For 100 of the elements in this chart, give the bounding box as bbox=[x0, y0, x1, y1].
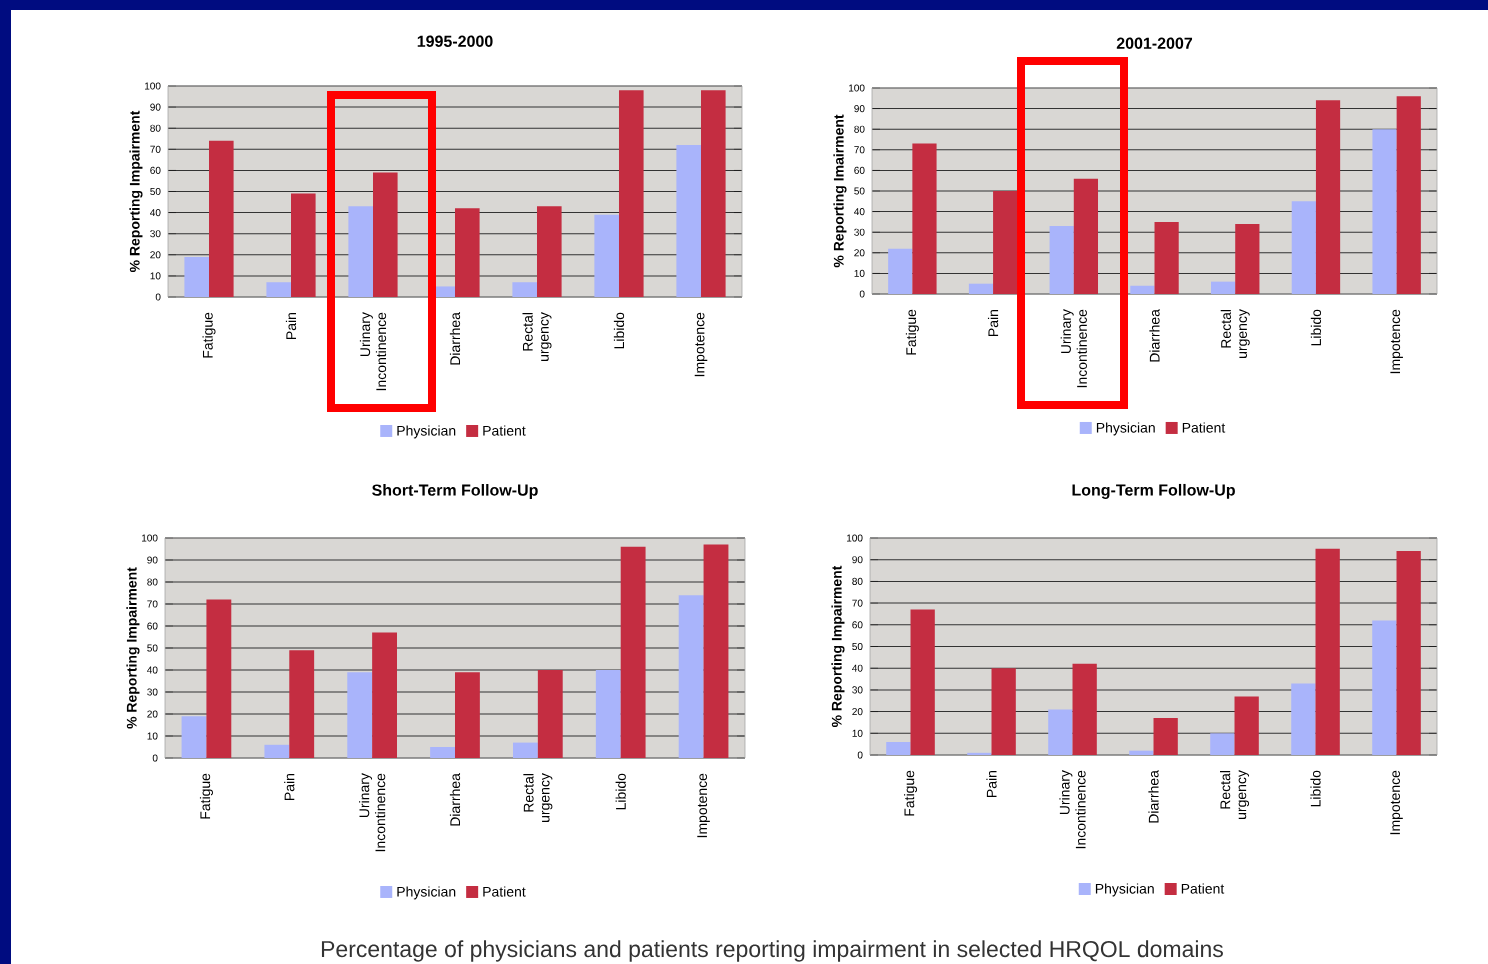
y-tick-label: 60 bbox=[150, 166, 161, 174]
bar bbox=[1396, 96, 1421, 294]
bar bbox=[348, 206, 373, 297]
x-tick-label: Urinary Incontinence bbox=[1059, 770, 1086, 849]
y-tick-label: 40 bbox=[852, 664, 863, 672]
y-axis-title: % Reporting Impairment bbox=[126, 567, 140, 729]
bar bbox=[184, 256, 209, 297]
x-tick-label: Pain bbox=[284, 773, 295, 800]
bar bbox=[967, 752, 992, 755]
y-tick-label: 10 bbox=[852, 729, 863, 737]
y-tick-label: 40 bbox=[150, 209, 161, 217]
bar bbox=[1372, 620, 1397, 755]
legend-label: Physician bbox=[1095, 883, 1154, 897]
y-tick-label: 10 bbox=[147, 732, 158, 740]
x-tick-label: Urinary Incontinence bbox=[359, 773, 386, 852]
bar bbox=[993, 190, 1018, 294]
chart-title: Short-Term Follow-Up bbox=[372, 484, 538, 499]
bar bbox=[678, 595, 704, 758]
y-tick-label: 70 bbox=[854, 146, 865, 154]
y-tick-label: 90 bbox=[150, 103, 161, 111]
y-tick-label: 10 bbox=[150, 272, 161, 280]
x-tick-label: Impotence bbox=[1390, 770, 1403, 835]
legend-label: Patient bbox=[483, 886, 526, 897]
y-tick-label: 60 bbox=[854, 166, 865, 174]
y-tick-label: 50 bbox=[852, 642, 863, 651]
y-axis-title: % Reporting Impairment bbox=[831, 565, 845, 728]
bar bbox=[620, 546, 646, 758]
x-tick-label: Diarrhea bbox=[1149, 309, 1160, 362]
y-tick-label: 40 bbox=[854, 208, 865, 216]
bar bbox=[372, 632, 397, 758]
bar bbox=[912, 143, 937, 294]
x-tick-label: Urinary Incontinence bbox=[359, 312, 387, 391]
y-tick-label: 0 bbox=[155, 293, 161, 301]
chart-title: Long-Term Follow-Up bbox=[1072, 483, 1235, 499]
y-tick-label: 0 bbox=[857, 751, 863, 759]
bar bbox=[1210, 733, 1235, 755]
bar bbox=[1129, 750, 1154, 755]
x-tick-label: Urinary Incontinence bbox=[1060, 309, 1087, 388]
y-tick-label: 0 bbox=[859, 290, 865, 298]
y-tick-label: 80 bbox=[150, 124, 161, 132]
bar bbox=[289, 650, 315, 758]
y-tick-label: 100 bbox=[847, 534, 863, 542]
x-tick-label: Rectal urgency bbox=[523, 773, 553, 822]
legend-label: Patient bbox=[483, 425, 526, 436]
y-tick-label: 20 bbox=[852, 708, 863, 716]
y-tick-label: 20 bbox=[147, 710, 158, 718]
x-tick-label: Diarrhea bbox=[1148, 770, 1159, 823]
y-tick-label: 70 bbox=[147, 600, 158, 608]
bar bbox=[430, 747, 455, 758]
legend-label: Patient bbox=[1181, 883, 1225, 894]
bar bbox=[1211, 281, 1236, 294]
x-tick-label: Fatigue bbox=[905, 309, 919, 355]
y-tick-label: 100 bbox=[142, 534, 158, 542]
x-tick-label: Libido bbox=[615, 773, 626, 810]
bar bbox=[1153, 718, 1178, 755]
bar bbox=[968, 283, 994, 294]
bar bbox=[1049, 226, 1074, 294]
bar bbox=[209, 140, 234, 297]
y-tick-label: 70 bbox=[852, 599, 863, 607]
bar bbox=[1372, 129, 1397, 294]
x-tick-label: Libido bbox=[1310, 770, 1321, 807]
bar bbox=[512, 282, 537, 297]
y-tick-label: 10 bbox=[854, 269, 865, 277]
x-tick-label: Pain bbox=[987, 309, 999, 336]
y-tick-label: 80 bbox=[147, 578, 158, 586]
chart-title: 2001-2007 bbox=[1116, 37, 1193, 49]
x-tick-label: Rectal urgency bbox=[1220, 770, 1250, 819]
y-tick-label: 20 bbox=[854, 249, 865, 257]
y-axis-title: % Reporting Impairment bbox=[129, 110, 143, 273]
bar bbox=[1048, 709, 1073, 755]
y-tick-label: 80 bbox=[852, 577, 863, 585]
y-tick-label: 100 bbox=[849, 84, 865, 92]
legend-label: Physician bbox=[397, 886, 456, 900]
y-tick-label: 0 bbox=[152, 754, 158, 762]
x-tick-label: Impotence bbox=[694, 312, 708, 377]
y-tick-label: 70 bbox=[150, 145, 161, 153]
x-tick-label: Rectal urgency bbox=[1220, 309, 1250, 358]
bar bbox=[595, 670, 621, 758]
bar bbox=[618, 90, 644, 297]
x-tick-label: Diarrhea bbox=[449, 773, 461, 826]
y-tick-label: 60 bbox=[852, 621, 863, 629]
x-tick-label: Rectal urgency bbox=[522, 312, 552, 361]
y-tick-label: 50 bbox=[147, 644, 158, 652]
x-tick-label: Libido bbox=[1310, 309, 1322, 346]
bar bbox=[181, 716, 207, 758]
y-axis-title: % Reporting Imairment bbox=[833, 114, 847, 268]
chart-title: 1995-2000 bbox=[417, 35, 493, 47]
bar bbox=[373, 172, 398, 297]
x-tick-label: Fatigue bbox=[904, 770, 918, 816]
y-tick-label: 50 bbox=[854, 187, 865, 195]
y-tick-label: 90 bbox=[147, 556, 158, 564]
bar bbox=[1235, 223, 1260, 294]
bar bbox=[991, 668, 1016, 755]
bar bbox=[886, 741, 911, 755]
x-tick-label: Fatigue bbox=[202, 312, 216, 358]
bar bbox=[455, 672, 480, 758]
bar bbox=[1072, 663, 1097, 755]
bar bbox=[1154, 221, 1179, 294]
text: Percentage of physicians and patients reporting impairment in selected HRQOL domains bbox=[321, 940, 1223, 962]
y-tick-label: 40 bbox=[147, 666, 158, 674]
